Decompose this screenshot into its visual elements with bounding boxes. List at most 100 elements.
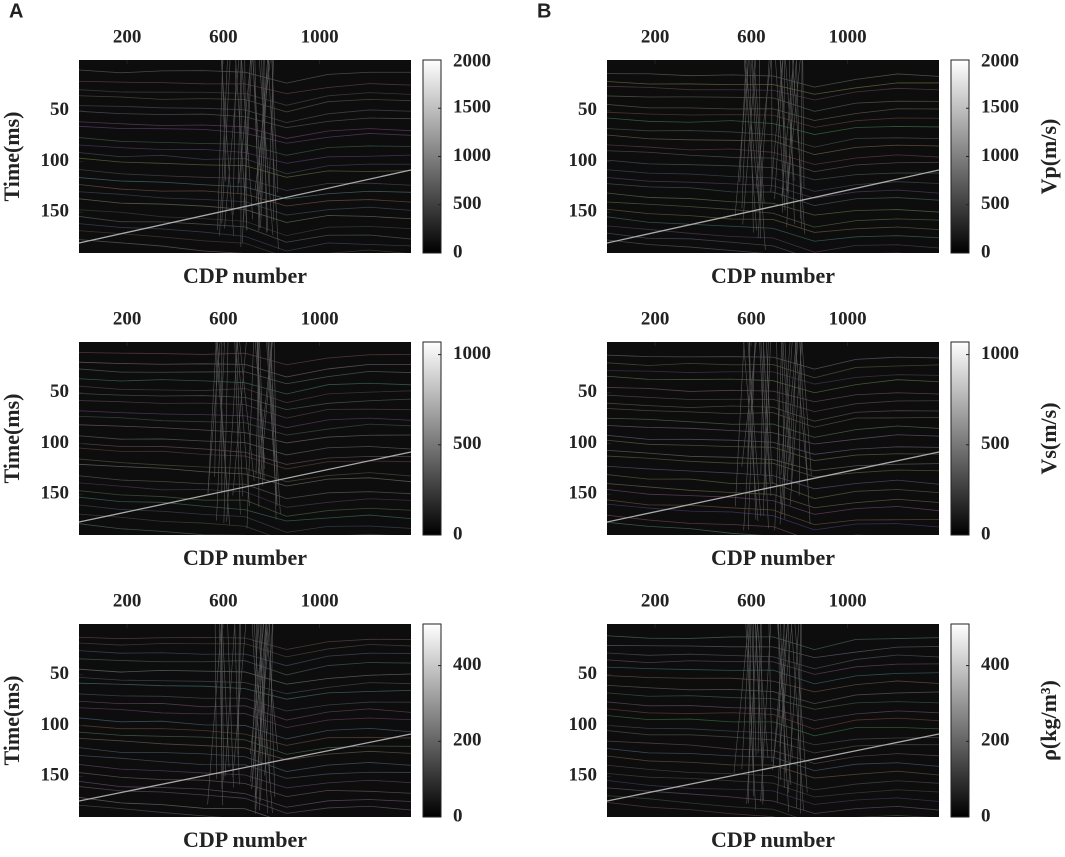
x-tick-label: 200 bbox=[113, 308, 142, 329]
texture-vert bbox=[747, 342, 756, 530]
texture-vert bbox=[779, 342, 793, 525]
texture-vert bbox=[791, 624, 804, 811]
texture-line bbox=[79, 361, 411, 378]
texture-line bbox=[79, 463, 411, 487]
texture-line bbox=[79, 393, 411, 411]
texture-vert bbox=[787, 60, 801, 193]
texture-vert bbox=[263, 60, 267, 233]
texture-line bbox=[607, 787, 939, 814]
texture-line bbox=[79, 475, 411, 499]
texture-line bbox=[607, 773, 939, 798]
texture-line bbox=[79, 724, 411, 746]
texture-vert bbox=[755, 60, 772, 189]
texture-vert bbox=[254, 60, 260, 232]
texture-vert bbox=[269, 624, 274, 783]
texture-line bbox=[79, 209, 411, 237]
texture-line bbox=[607, 104, 939, 121]
texture-vert bbox=[260, 624, 267, 802]
texture-vert bbox=[734, 60, 749, 217]
texture-vert bbox=[743, 60, 757, 231]
texture-line bbox=[607, 692, 939, 710]
texture-line bbox=[607, 117, 939, 135]
x-tick-label: 200 bbox=[641, 26, 670, 47]
texture-vert bbox=[766, 342, 773, 485]
texture-vert bbox=[752, 60, 766, 250]
y-tick-label: 100 bbox=[41, 714, 70, 735]
texture-vert bbox=[244, 60, 248, 231]
texture-line bbox=[607, 701, 939, 721]
y-tick-label: 100 bbox=[569, 432, 598, 453]
texture-vert bbox=[751, 624, 757, 756]
x-tick-label: 600 bbox=[209, 308, 238, 329]
x-tick-label: 1000 bbox=[301, 308, 339, 329]
texture-vert bbox=[760, 342, 764, 474]
texture-vert bbox=[755, 624, 763, 766]
texture-vert bbox=[217, 60, 223, 231]
colorbar-tick-label: 500 bbox=[453, 433, 482, 454]
texture-line bbox=[607, 780, 939, 805]
texture-vert bbox=[234, 624, 240, 785]
texture-vert bbox=[250, 624, 265, 755]
reflector bbox=[79, 733, 411, 802]
texture-vert bbox=[802, 60, 805, 190]
texture-line bbox=[607, 465, 939, 490]
texture-vert bbox=[763, 342, 772, 497]
texture-line bbox=[79, 786, 411, 814]
texture bbox=[607, 624, 939, 817]
texture-vert bbox=[223, 342, 229, 523]
texture-line bbox=[607, 483, 939, 509]
texture-vert bbox=[264, 624, 273, 776]
texture-line bbox=[79, 443, 411, 465]
texture-line bbox=[79, 216, 411, 243]
texture-vert bbox=[220, 60, 235, 237]
texture-line bbox=[607, 652, 939, 670]
texture-vert bbox=[219, 60, 228, 236]
texture-line bbox=[607, 402, 939, 422]
texture-vert bbox=[775, 60, 786, 211]
texture-vert bbox=[784, 342, 792, 466]
image bbox=[79, 624, 411, 817]
texture-vert bbox=[258, 60, 274, 236]
texture-line bbox=[79, 198, 411, 223]
texture-vert bbox=[227, 624, 234, 788]
texture-vert bbox=[239, 342, 255, 481]
image bbox=[607, 624, 939, 817]
texture bbox=[607, 342, 939, 535]
texture-vert bbox=[253, 624, 263, 756]
x-tick-label: 1000 bbox=[829, 590, 867, 611]
texture-vert bbox=[221, 624, 225, 781]
texture-line bbox=[79, 137, 411, 156]
texture-vert bbox=[745, 624, 756, 810]
texture-line bbox=[79, 230, 408, 253]
texture-line bbox=[79, 772, 411, 798]
texture-vert bbox=[214, 624, 217, 779]
texture-line bbox=[607, 192, 939, 216]
texture-line bbox=[79, 447, 411, 470]
x-tick-label: 1000 bbox=[829, 308, 867, 329]
texture-vert bbox=[235, 60, 248, 230]
colorbar-tick-label: 200 bbox=[453, 730, 482, 751]
texture-vert bbox=[250, 624, 259, 782]
colorbar-tick-label: 0 bbox=[981, 523, 991, 544]
texture-line bbox=[607, 150, 939, 173]
texture-vert bbox=[255, 624, 267, 814]
x-tick-label: 200 bbox=[641, 308, 670, 329]
texture-vert bbox=[781, 342, 786, 519]
texture-vert bbox=[260, 60, 268, 229]
colorbar bbox=[950, 341, 970, 536]
colorbar-tick-label: 2000 bbox=[453, 50, 491, 71]
texture-vert bbox=[785, 60, 797, 205]
texture-line bbox=[79, 731, 411, 755]
colorbar-tick-label: 500 bbox=[981, 193, 1010, 214]
colorbar bbox=[950, 623, 970, 818]
texture-vert bbox=[759, 342, 769, 529]
texture-vert bbox=[237, 342, 250, 507]
texture-vert bbox=[271, 60, 279, 193]
x-axis-label: CDP number bbox=[183, 545, 307, 570]
texture-vert bbox=[772, 624, 788, 768]
texture-vert bbox=[237, 624, 242, 755]
texture-line bbox=[79, 700, 411, 721]
texture-vert bbox=[780, 60, 789, 182]
x-tick-label: 200 bbox=[113, 26, 142, 47]
texture-line bbox=[79, 650, 411, 667]
